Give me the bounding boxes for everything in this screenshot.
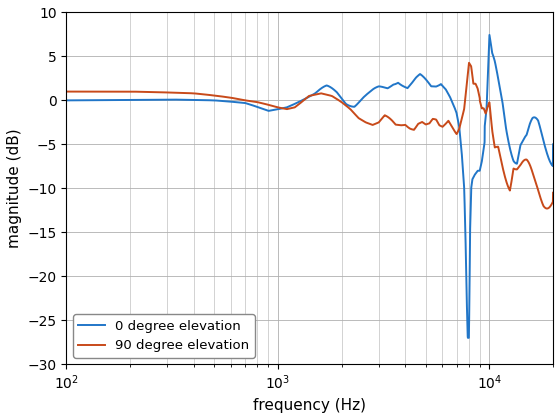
Legend: 0 degree elevation, 90 degree elevation: 0 degree elevation, 90 degree elevation <box>73 315 255 357</box>
90 degree elevation <box>271 104 278 109</box>
Line: 90 degree elevation: 90 degree elevation <box>67 63 553 209</box>
90 degree elevation <box>119 89 125 94</box>
0 degree elevation <box>488 45 495 50</box>
0 degree elevation <box>271 108 278 113</box>
90 degree elevation <box>250 99 256 104</box>
0 degree elevation <box>550 142 557 147</box>
90 degree elevation <box>466 60 473 66</box>
0 degree elevation <box>63 98 70 103</box>
0 degree elevation <box>486 32 493 37</box>
Line: 0 degree elevation: 0 degree elevation <box>67 35 553 338</box>
0 degree elevation <box>540 140 547 145</box>
0 degree elevation <box>119 97 125 102</box>
90 degree elevation <box>544 206 550 211</box>
Y-axis label: magnitude (dB): magnitude (dB) <box>7 129 22 248</box>
0 degree elevation <box>464 335 471 340</box>
90 degree elevation <box>63 89 70 94</box>
90 degree elevation <box>540 204 547 209</box>
90 degree elevation <box>147 89 154 94</box>
X-axis label: frequency (Hz): frequency (Hz) <box>253 398 366 413</box>
0 degree elevation <box>250 103 256 108</box>
0 degree elevation <box>147 97 154 102</box>
90 degree elevation <box>488 118 494 123</box>
90 degree elevation <box>550 190 557 195</box>
